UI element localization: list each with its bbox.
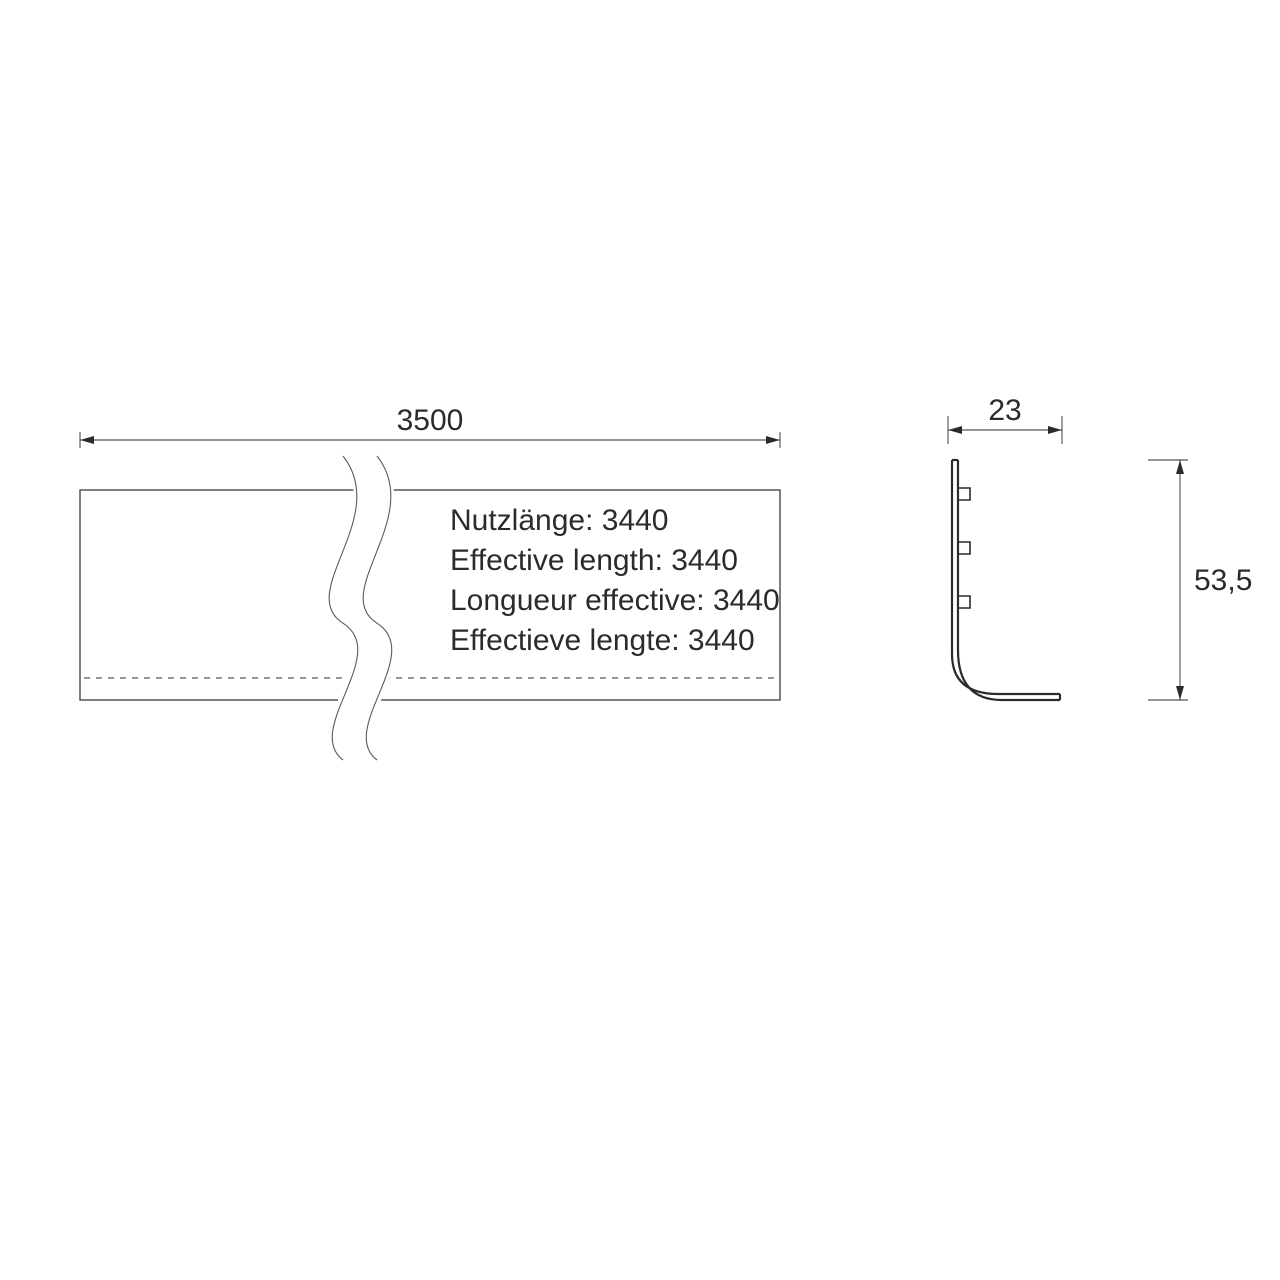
effective-length-label: Nutzlänge: 3440 [450,504,669,537]
break-gap [346,456,375,760]
profile-outline-outer [952,460,1060,694]
effective-length-label: Longueur effective: 3440 [450,584,780,617]
profile-rib [958,488,970,500]
profile-rib [958,596,970,608]
dimension-label: 53,5 [1194,564,1252,597]
dimension-label: 23 [988,394,1021,427]
effective-length-label: Effective length: 3440 [450,544,738,577]
dimension-label: 3500 [397,404,464,437]
profile-rib [958,542,970,554]
section-view [948,416,1188,700]
effective-length-label: Effectieve lengte: 3440 [450,624,755,657]
profile-outline-inner [958,460,1060,700]
